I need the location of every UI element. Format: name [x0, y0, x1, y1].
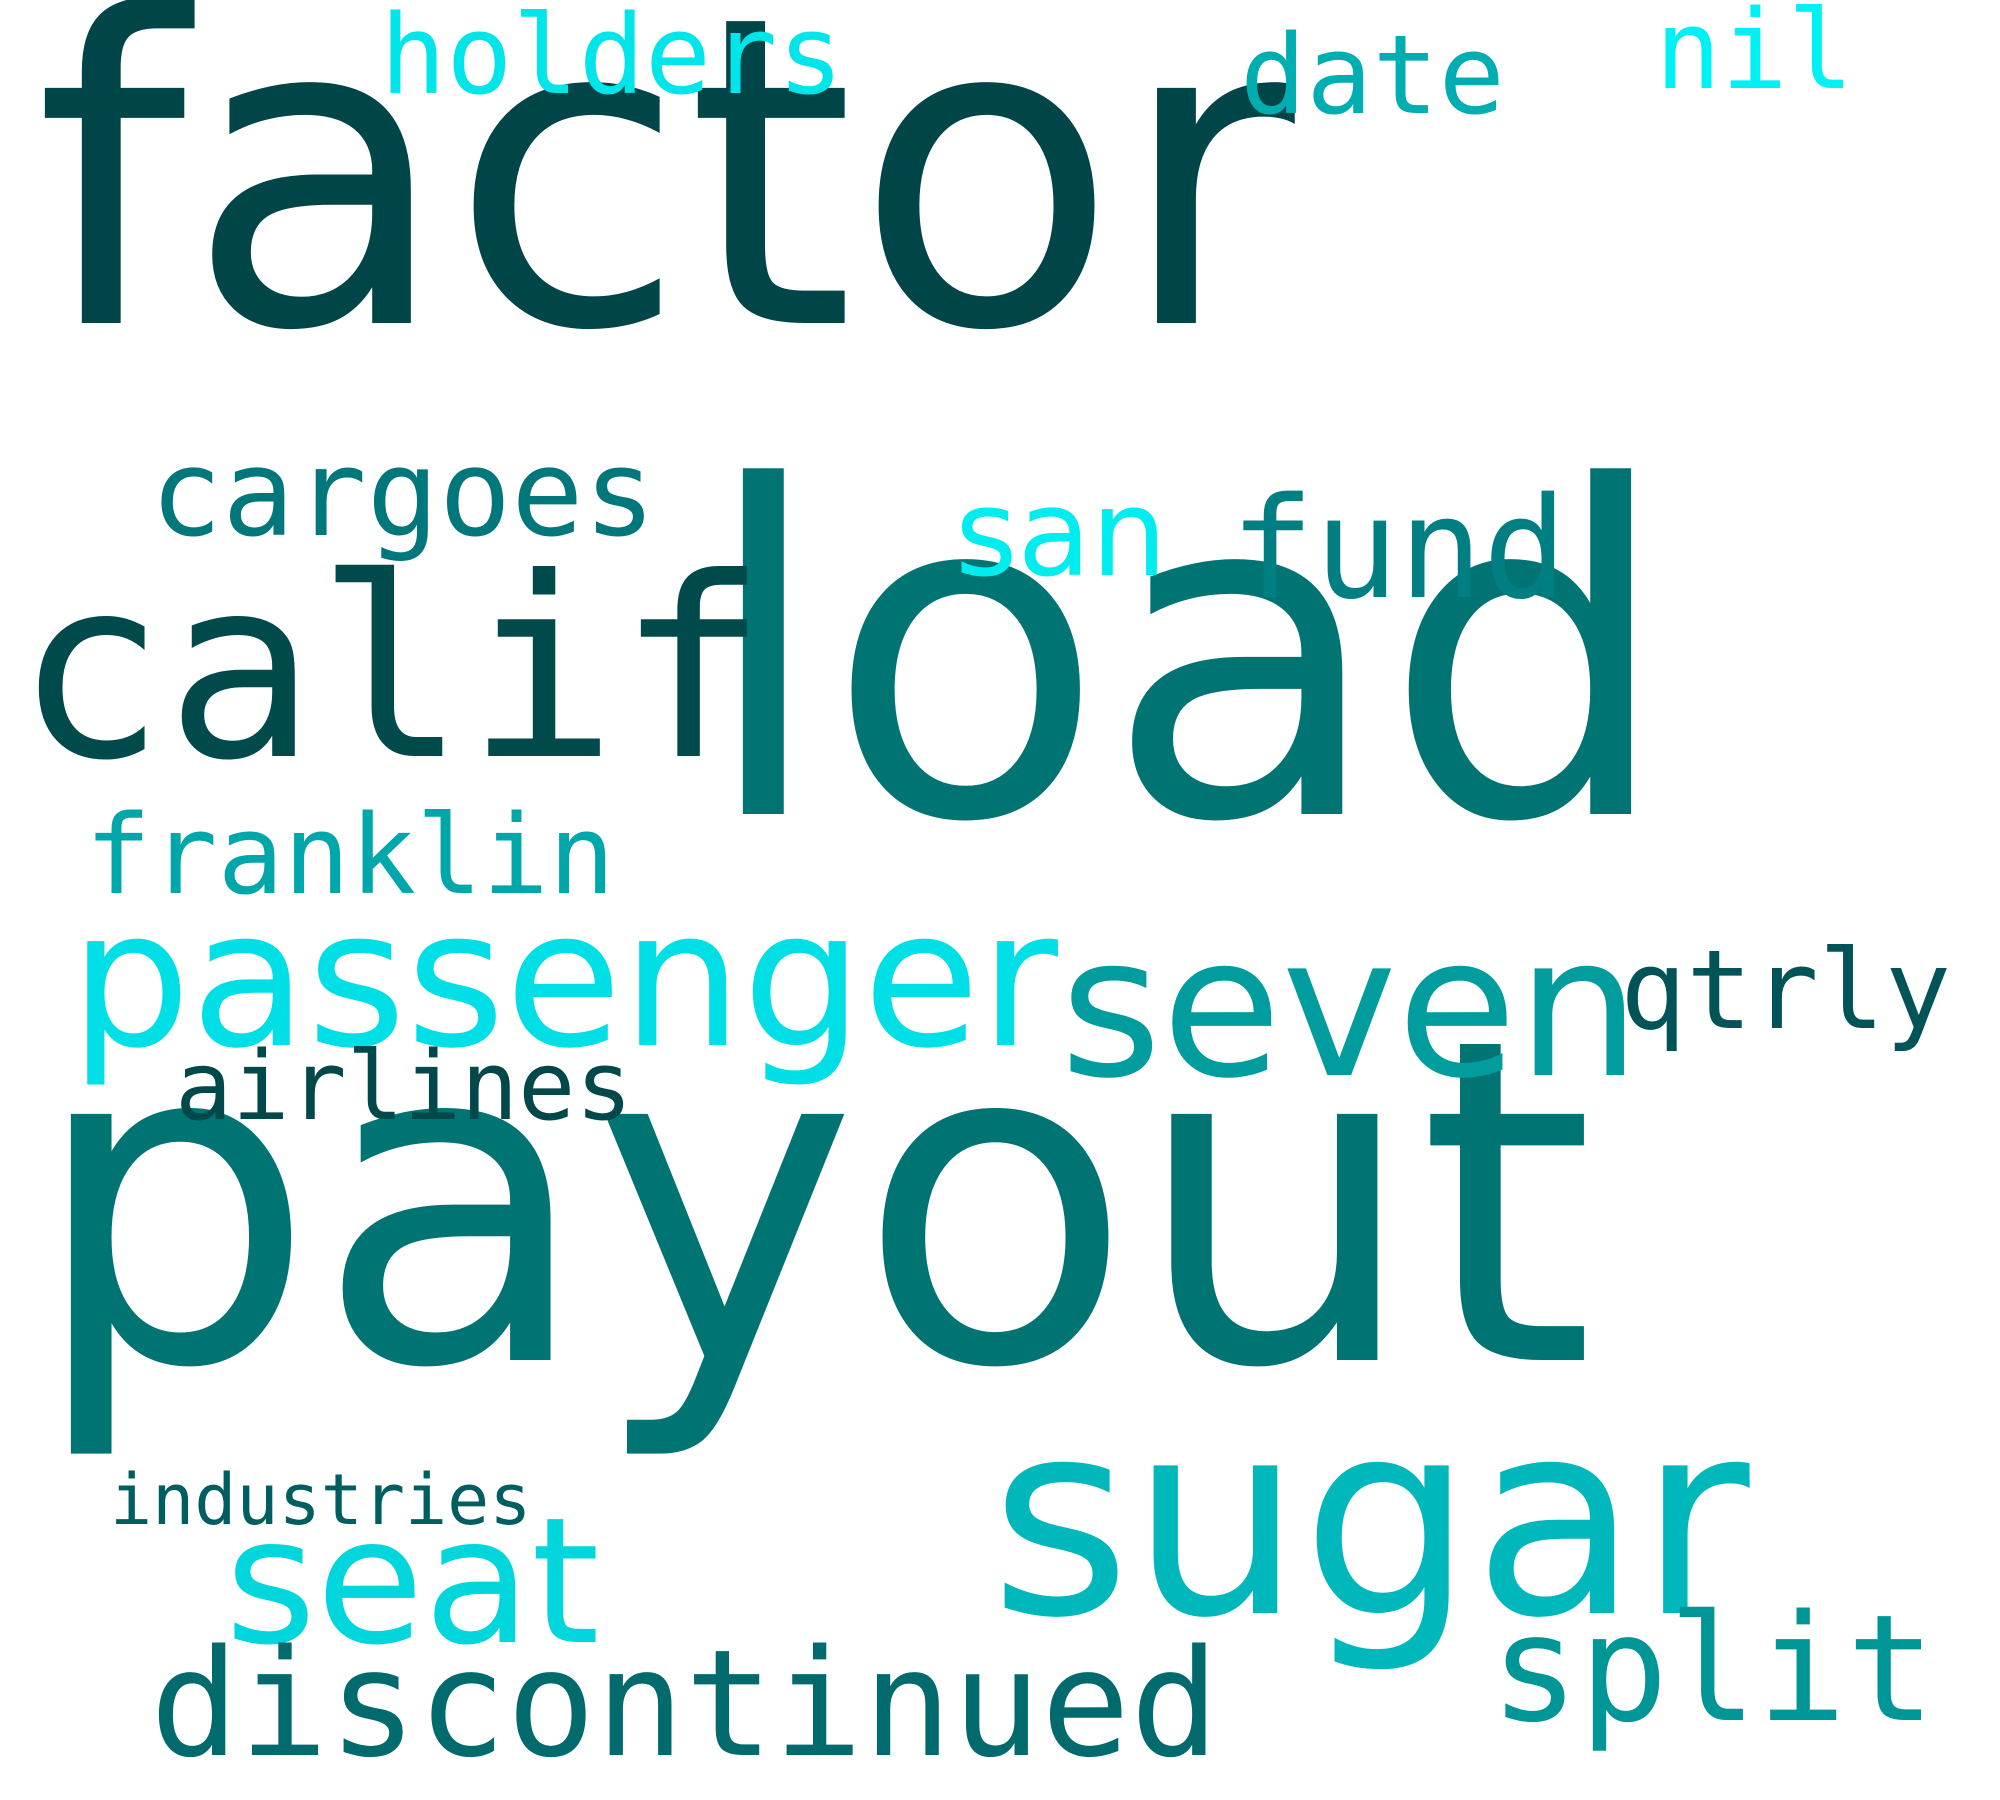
- word-factor: factor: [35, 0, 1295, 425]
- word-calif: calif: [15, 524, 768, 815]
- word-date: date: [1240, 11, 1505, 139]
- word-seat: seat: [225, 1481, 600, 1684]
- word-franklin: franklin: [85, 791, 615, 919]
- word-split: split: [1490, 1583, 1936, 1755]
- word-payout: payout: [30, 943, 1595, 1467]
- word-sugar: sugar: [990, 1362, 1750, 1677]
- word-load: load: [700, 393, 1673, 922]
- word-seven: seven: [1060, 894, 1641, 1121]
- word-cargoes: cargoes: [150, 425, 656, 564]
- word-holders: holders: [380, 0, 844, 119]
- word-industries: industries: [110, 1459, 532, 1541]
- word-fund: fund: [1230, 468, 1568, 631]
- word-san: san: [955, 465, 1168, 604]
- word-passenger: passenger: [70, 869, 1058, 1090]
- word-qtrly: qtrly: [1620, 926, 1952, 1054]
- word-airlines: airlines: [175, 1032, 633, 1142]
- word-discontinued: discontinued: [150, 1618, 1220, 1790]
- word-nil: nil: [1655, 0, 1854, 114]
